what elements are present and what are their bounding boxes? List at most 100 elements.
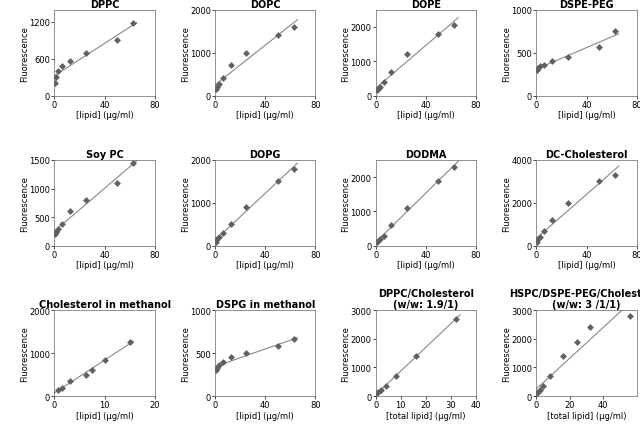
Point bbox=[534, 387, 545, 394]
Point bbox=[433, 178, 444, 184]
Point bbox=[273, 178, 283, 185]
Y-axis label: Fluorescence: Fluorescence bbox=[20, 325, 29, 381]
Point bbox=[372, 86, 383, 93]
Point bbox=[433, 31, 444, 38]
Point bbox=[81, 197, 91, 204]
Point bbox=[563, 55, 573, 61]
X-axis label: [lipid] (μg/ml): [lipid] (μg/ml) bbox=[236, 261, 294, 270]
Point bbox=[374, 236, 385, 243]
Title: DC-Cholesterol: DC-Cholesterol bbox=[545, 150, 628, 160]
Point bbox=[53, 386, 63, 393]
Point bbox=[610, 172, 620, 179]
Point bbox=[226, 222, 236, 228]
Point bbox=[539, 228, 549, 235]
Point bbox=[535, 64, 545, 71]
Y-axis label: Fluorescence: Fluorescence bbox=[502, 26, 511, 81]
Point bbox=[545, 373, 555, 380]
Point bbox=[212, 236, 222, 243]
Point bbox=[51, 229, 61, 236]
Point bbox=[241, 50, 252, 57]
Point bbox=[81, 50, 91, 57]
Y-axis label: Fluorescence: Fluorescence bbox=[502, 176, 511, 231]
Y-axis label: Fluorescence: Fluorescence bbox=[342, 26, 351, 81]
Point bbox=[57, 384, 67, 391]
Y-axis label: Fluorescence: Fluorescence bbox=[502, 325, 511, 381]
Point bbox=[128, 21, 138, 28]
Point bbox=[402, 52, 412, 59]
Point bbox=[65, 209, 76, 216]
Point bbox=[218, 230, 228, 237]
Point bbox=[99, 357, 109, 363]
Title: DOPE: DOPE bbox=[411, 0, 441, 10]
Point bbox=[125, 339, 135, 346]
Point bbox=[378, 233, 388, 239]
Y-axis label: Fluorescence: Fluorescence bbox=[20, 176, 29, 231]
Y-axis label: Fluorescence: Fluorescence bbox=[181, 26, 190, 81]
Point bbox=[226, 63, 236, 70]
Point bbox=[372, 390, 382, 397]
Point bbox=[372, 88, 382, 95]
Point bbox=[387, 222, 397, 229]
Y-axis label: Fluorescence: Fluorescence bbox=[341, 325, 351, 381]
Point bbox=[212, 365, 222, 371]
Point bbox=[112, 38, 122, 45]
Title: DPPC/Cholesterol
(w/w: 1.9/1): DPPC/Cholesterol (w/w: 1.9/1) bbox=[378, 288, 474, 310]
Point bbox=[378, 79, 388, 86]
Point bbox=[218, 76, 228, 83]
Point bbox=[273, 33, 283, 40]
Point bbox=[53, 226, 63, 233]
Point bbox=[112, 180, 122, 187]
Point bbox=[372, 238, 383, 245]
Point bbox=[374, 84, 385, 91]
Point bbox=[211, 367, 221, 374]
Point bbox=[81, 371, 91, 378]
Point bbox=[372, 239, 382, 246]
Y-axis label: Fluorescence: Fluorescence bbox=[181, 176, 190, 231]
Point bbox=[87, 367, 97, 374]
X-axis label: [total lipid] (μg/ml): [total lipid] (μg/ml) bbox=[547, 411, 627, 420]
Point bbox=[402, 205, 412, 212]
Point bbox=[211, 239, 221, 245]
Point bbox=[241, 204, 252, 211]
Point bbox=[532, 67, 543, 74]
Point bbox=[449, 23, 460, 29]
Point bbox=[214, 81, 224, 88]
Point bbox=[625, 313, 636, 320]
X-axis label: [lipid] (μg/ml): [lipid] (μg/ml) bbox=[236, 411, 294, 420]
Point bbox=[572, 339, 582, 345]
Point bbox=[532, 390, 542, 397]
Point bbox=[547, 217, 557, 224]
Point bbox=[558, 353, 568, 360]
Point bbox=[65, 59, 76, 66]
Y-axis label: Fluorescence: Fluorescence bbox=[20, 26, 29, 81]
Title: DOPC: DOPC bbox=[250, 0, 280, 10]
Point bbox=[53, 69, 63, 75]
Title: Soy PC: Soy PC bbox=[86, 150, 124, 160]
Point bbox=[51, 75, 61, 81]
Title: DPPC: DPPC bbox=[90, 0, 119, 10]
Point bbox=[381, 383, 391, 390]
Point bbox=[218, 359, 228, 366]
Point bbox=[289, 166, 299, 173]
X-axis label: [lipid] (μg/ml): [lipid] (μg/ml) bbox=[397, 261, 455, 270]
Title: DODMA: DODMA bbox=[405, 150, 447, 160]
X-axis label: [lipid] (μg/ml): [lipid] (μg/ml) bbox=[76, 261, 134, 270]
Point bbox=[128, 160, 138, 167]
X-axis label: [lipid] (μg/ml): [lipid] (μg/ml) bbox=[76, 111, 134, 120]
Point bbox=[65, 378, 76, 385]
Point bbox=[533, 66, 543, 72]
Point bbox=[376, 387, 386, 394]
X-axis label: [lipid] (μg/ml): [lipid] (μg/ml) bbox=[76, 411, 134, 420]
Point bbox=[57, 63, 67, 70]
Title: HSPC/DSPE-PEG/Cholesterol
(w/w: 3 /1/1): HSPC/DSPE-PEG/Cholesterol (w/w: 3 /1/1) bbox=[509, 288, 640, 310]
X-axis label: [total lipid] (μg/ml): [total lipid] (μg/ml) bbox=[386, 411, 466, 420]
X-axis label: [lipid] (μg/ml): [lipid] (μg/ml) bbox=[557, 111, 616, 120]
Y-axis label: Fluorescence: Fluorescence bbox=[181, 325, 190, 381]
Point bbox=[51, 81, 61, 87]
Point bbox=[289, 336, 299, 343]
Point bbox=[51, 231, 61, 238]
Point bbox=[547, 59, 557, 66]
Point bbox=[289, 24, 299, 31]
Point bbox=[226, 354, 236, 361]
Point bbox=[610, 29, 620, 35]
